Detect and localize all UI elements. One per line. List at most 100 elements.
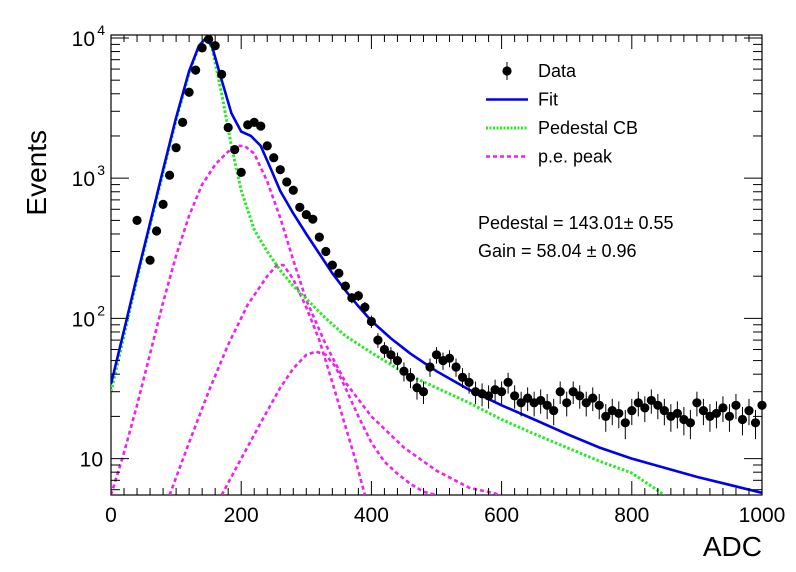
data-point [503, 372, 513, 394]
data-marker [444, 353, 455, 363]
data-point [594, 393, 604, 420]
data-point [685, 409, 695, 440]
data-marker [399, 366, 409, 376]
pe-peak-curve [168, 263, 367, 495]
data-marker [230, 144, 240, 155]
y-axis-title: Events [21, 130, 52, 216]
data-marker [164, 170, 175, 180]
data-point [431, 347, 442, 364]
data-marker [620, 418, 630, 428]
data-point [353, 290, 363, 302]
legend-marker-swatch [502, 66, 512, 76]
data-marker [711, 408, 722, 419]
data-marker [178, 117, 188, 127]
data-marker [757, 400, 767, 410]
data-marker [698, 405, 709, 416]
data-point [230, 144, 240, 155]
data-marker [640, 403, 650, 413]
data-point [282, 177, 292, 187]
data-point [614, 401, 624, 429]
y-tick-label: 10 [72, 28, 95, 51]
data-marker [321, 246, 331, 257]
data-point [321, 246, 331, 257]
data-marker [555, 387, 565, 397]
data-point [327, 260, 337, 270]
data-marker [646, 395, 656, 406]
data-marker [516, 398, 526, 408]
data-point [601, 404, 611, 432]
data-points-layer [132, 34, 767, 440]
data-marker [379, 344, 390, 355]
data-marker [197, 43, 207, 53]
data-point [464, 372, 474, 394]
data-marker [737, 414, 748, 425]
data-point [744, 398, 754, 426]
y-tick-label: 10 [72, 308, 95, 331]
data-point [562, 391, 572, 417]
data-marker [542, 400, 552, 410]
data-marker [483, 391, 494, 401]
data-marker [158, 199, 168, 210]
data-point [497, 381, 507, 404]
data-marker [457, 372, 468, 382]
data-point [555, 381, 565, 404]
data-point [523, 387, 533, 412]
data-point [301, 209, 311, 220]
data-marker [217, 69, 227, 79]
data-point [340, 281, 350, 291]
data-point [646, 389, 656, 414]
data-point [171, 143, 181, 153]
data-point [132, 215, 142, 225]
data-point [360, 301, 370, 314]
data-marker [425, 362, 435, 372]
data-marker [724, 411, 735, 421]
data-marker [308, 214, 318, 224]
data-point [275, 165, 285, 175]
data-marker [373, 335, 383, 345]
data-marker [627, 405, 637, 416]
data-point [145, 255, 155, 265]
data-marker [549, 405, 559, 416]
x-tick-label: 1000 [739, 504, 786, 527]
data-marker [503, 377, 513, 387]
y-tick-exponent: 3 [97, 162, 105, 178]
data-point [724, 404, 735, 432]
curves-layer [111, 36, 762, 495]
plot-frame [110, 34, 763, 496]
data-marker [386, 350, 396, 360]
data-point [269, 153, 279, 163]
data-marker [692, 398, 702, 408]
x-tick-label: 400 [354, 504, 389, 527]
data-point [698, 398, 709, 426]
data-point [399, 362, 409, 382]
data-marker [145, 255, 155, 265]
data-point [314, 232, 324, 242]
data-marker [464, 377, 474, 387]
data-marker [334, 268, 344, 278]
data-point [731, 393, 741, 420]
data-point [379, 342, 390, 358]
data-marker [744, 405, 754, 416]
data-point [366, 315, 376, 329]
data-point [373, 333, 383, 348]
data-point [757, 393, 767, 420]
data-marker [497, 387, 507, 397]
data-marker [653, 400, 663, 410]
data-marker [151, 226, 162, 236]
data-marker [588, 393, 598, 403]
data-point [217, 69, 227, 79]
data-marker [562, 398, 572, 408]
data-marker [750, 418, 761, 428]
data-point [653, 393, 663, 420]
data-point [295, 202, 305, 212]
pedestal-annotation: Pedestal = 143.01± 0.55 [478, 213, 674, 233]
legend: Data Fit Pedestal CB p.e. peak [486, 61, 638, 167]
data-marker [568, 387, 578, 397]
data-point [627, 398, 637, 426]
data-point [204, 34, 214, 44]
x-axis-title: ADC [703, 531, 762, 562]
data-point [151, 226, 162, 236]
y-tick-exponent: 2 [97, 302, 105, 318]
pe-peak-curve [111, 144, 502, 495]
